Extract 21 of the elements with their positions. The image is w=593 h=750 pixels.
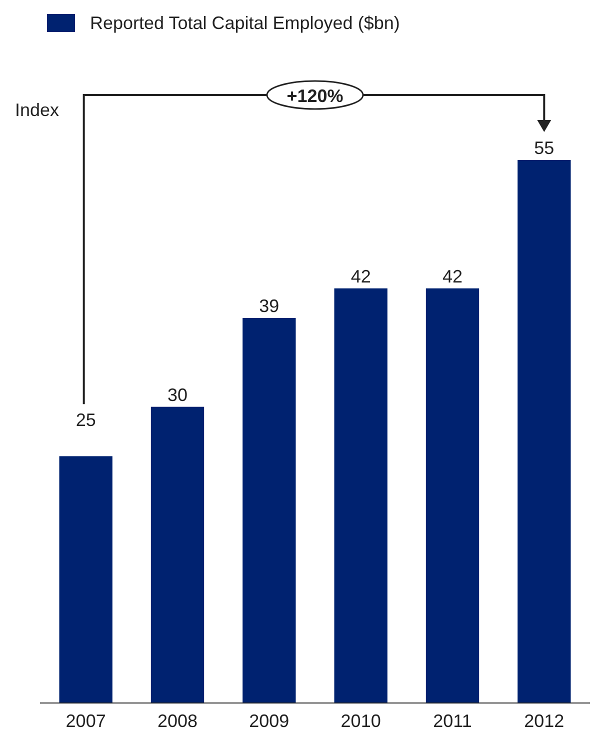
x-tick-label: 2010	[340, 711, 381, 731]
data-label: 30	[167, 384, 188, 405]
y-axis-title: Index	[15, 100, 60, 120]
bar	[150, 406, 204, 703]
bar	[59, 456, 112, 703]
x-tick-label: 2007	[66, 711, 106, 731]
x-tick-label: 2012	[524, 711, 564, 731]
data-label: 55	[534, 138, 554, 158]
bar	[518, 160, 571, 703]
data-label: 42	[442, 266, 463, 286]
text: +120%	[286, 86, 344, 106]
bar	[334, 288, 388, 703]
data-label: 39	[259, 296, 280, 316]
data-label: 25	[76, 410, 96, 430]
bar	[242, 318, 296, 703]
data-label: 42	[350, 266, 371, 286]
bar	[426, 288, 480, 703]
x-tick-label: 2008	[157, 711, 198, 731]
x-tick-label: 2011	[433, 711, 472, 731]
legend-label: Reported Total Capital Employed ($bn)	[90, 13, 400, 33]
x-tick-label: 2009	[249, 711, 290, 731]
